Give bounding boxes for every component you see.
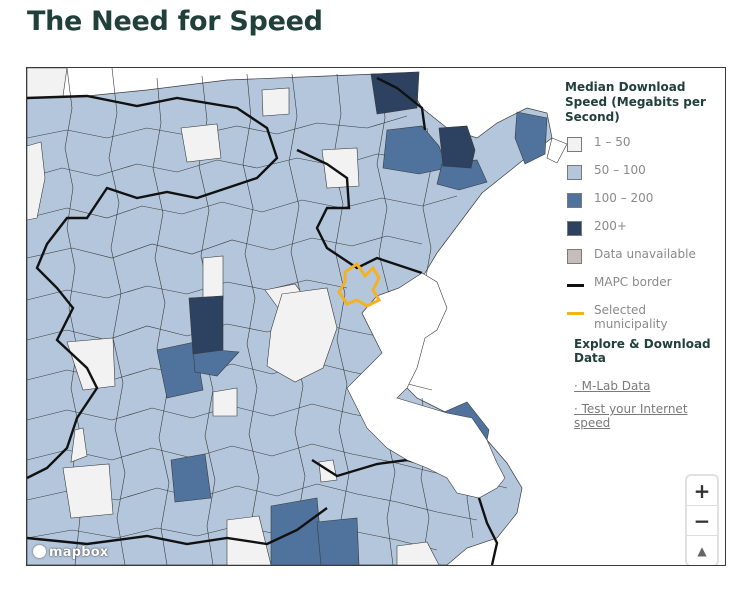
compass-icon: ▲ [697, 543, 707, 558]
map-legend: Median Download Speed (Megabits per Seco… [565, 80, 715, 439]
legend-label: Selected municipality [594, 303, 668, 331]
legend-swatch [567, 137, 582, 152]
zoom-out-button[interactable]: − [687, 506, 717, 536]
compass-button[interactable]: ▲ [687, 536, 717, 565]
legend-line-swatch [567, 284, 584, 287]
legend-item-1-50: 1 – 50 [565, 133, 715, 161]
legend-item-50-100: 50 – 100 [565, 161, 715, 189]
legend-item-selected-municipality: Selected municipality [565, 301, 715, 337]
legend-swatch [567, 165, 582, 180]
legend-item-data-unavailable: Data unavailable [565, 245, 715, 273]
legend-item-mapc-border: MAPC border [565, 273, 715, 301]
mapbox-text: mapbox [49, 545, 109, 560]
legend-swatch [567, 249, 582, 264]
legend-label: 100 – 200 [594, 191, 654, 205]
page-title: The Need for Speed [27, 6, 323, 37]
selected-municipality [337, 261, 382, 308]
explore-title: Explore & Download Data [574, 337, 711, 365]
zoom-control: + − ▲ [687, 476, 717, 565]
legend-label: 1 – 50 [594, 135, 631, 149]
legend-label: 200+ [594, 219, 627, 233]
legend-item-200-plus: 200+ [565, 217, 715, 245]
zoom-in-button[interactable]: + [687, 476, 717, 506]
mapbox-logo[interactable]: mapbox [33, 545, 108, 560]
legend-line-swatch [567, 312, 584, 315]
legend-label: 50 – 100 [594, 163, 646, 177]
mapc-border [27, 76, 499, 565]
low-speed-towns [27, 68, 440, 565]
high-speed-towns [156, 111, 548, 565]
legend-item-100-200: 100 – 200 [565, 189, 715, 217]
mlab-data-link[interactable]: · M-Lab Data [574, 379, 651, 393]
legend-title: Median Download Speed (Megabits per Seco… [565, 80, 706, 124]
legend-label: Data unavailable [594, 247, 696, 261]
mapbox-icon [33, 545, 46, 558]
test-speed-link[interactable]: · Test your Internet speed [574, 402, 688, 430]
legend-label: MAPC border [594, 275, 672, 289]
choropleth-map[interactable] [27, 68, 725, 565]
map-container[interactable]: Median Download Speed (Megabits per Seco… [26, 67, 726, 566]
top-speed-towns [188, 71, 476, 355]
legend-swatch [567, 221, 582, 236]
legend-swatch [567, 193, 582, 208]
